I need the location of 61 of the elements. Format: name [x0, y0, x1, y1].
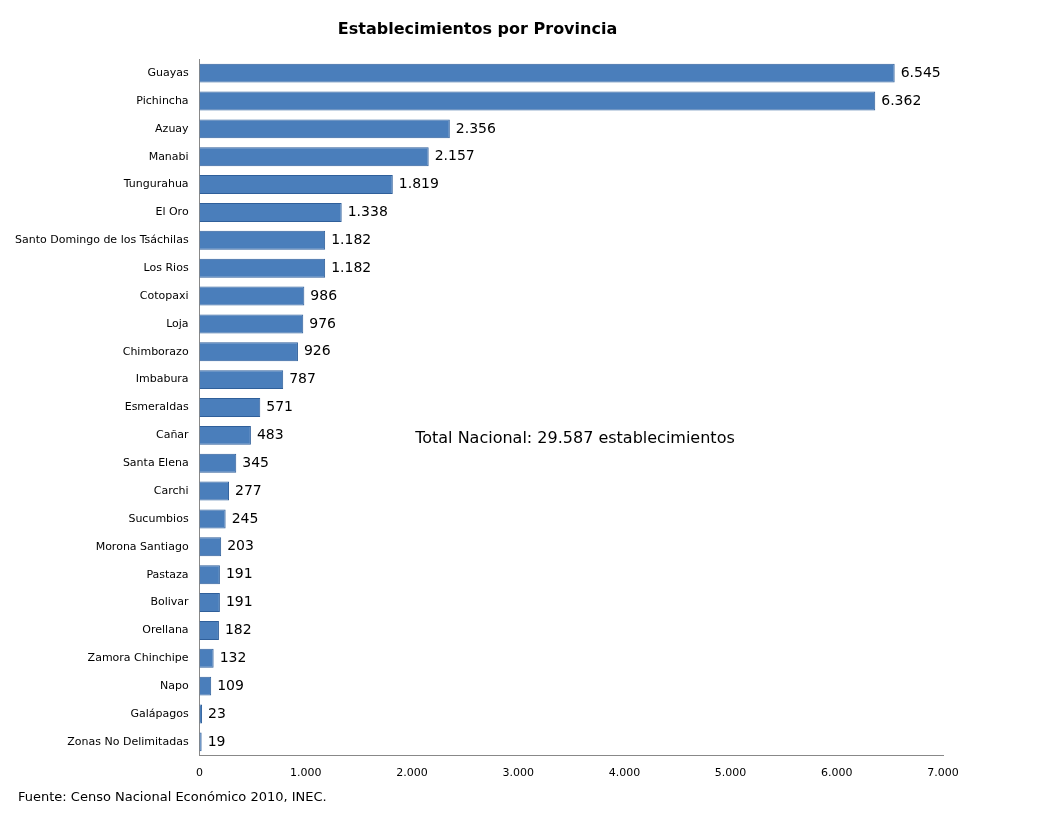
data-label: 571 — [266, 398, 293, 415]
data-label: 191 — [225, 593, 253, 610]
data-label: 1.338 — [347, 203, 388, 220]
x-tick-label: 6.000 — [821, 766, 853, 780]
data-label: 483 — [256, 426, 284, 442]
x-tick-label: 1.000 — [290, 766, 322, 780]
y-tick-label: Zamora Chinchipe — [87, 651, 189, 665]
data-label: 23 — [208, 704, 226, 721]
data-label: 203 — [227, 537, 254, 554]
data-label: 1.819 — [398, 175, 439, 192]
data-label: 19 — [207, 732, 226, 749]
y-tick-label: Azuay — [155, 121, 190, 135]
y-tick-label: Santa Elena — [122, 456, 189, 470]
y-tick-label: Esmeraldas — [124, 400, 189, 414]
y-tick-label: El Oro — [155, 205, 189, 219]
y-tick-label: Cotopaxi — [139, 288, 189, 302]
y-tick-label: Tungurahua — [122, 177, 189, 191]
data-label: 132 — [219, 648, 247, 665]
y-tick-label: Pichincha — [136, 93, 189, 107]
data-label: 182 — [224, 621, 252, 638]
y-tick-label: Napo — [159, 679, 189, 692]
data-label: 986 — [310, 286, 338, 303]
data-label: 245 — [231, 509, 259, 526]
y-tick-label: Morona Santiago — [95, 539, 189, 553]
y-tick-label: Bolivar — [150, 595, 190, 609]
y-tick-label: Guayas — [147, 65, 189, 79]
data-label: 277 — [235, 481, 262, 498]
x-tick-label: 4.000 — [608, 766, 641, 780]
y-tick-label: Sucumbios — [128, 511, 189, 525]
y-tick-label: Santo Domingo de los Tsáchilas — [15, 233, 189, 247]
x-tick-label: 2.000 — [396, 766, 428, 780]
y-tick-label: Imbabura — [135, 372, 189, 386]
y-tick-label: Manabi — [148, 149, 189, 163]
y-tick-label: Orellana — [142, 623, 189, 637]
data-label: 1.182 — [331, 258, 372, 275]
data-label: 109 — [217, 676, 244, 693]
x-tick-label: 3.000 — [502, 766, 534, 780]
annotation: Total Nacional: 29.587 establecimientos — [414, 428, 735, 447]
y-tick-label: Loja — [166, 316, 189, 330]
data-label: 345 — [242, 453, 269, 470]
y-tick-label: Cañar — [155, 428, 190, 442]
x-tick-label: 0 — [196, 766, 204, 780]
data-label: 191 — [225, 565, 253, 582]
data-label: 1.182 — [331, 230, 372, 247]
x-tick-label: 5.000 — [714, 766, 747, 780]
x-tick-label: 7.000 — [927, 766, 959, 780]
y-tick-label: Galápagos — [130, 706, 189, 720]
data-label: 6.362 — [881, 91, 922, 108]
source-note: Fuente: Censo Nacional Económico 2010, INEC. — [18, 789, 328, 804]
y-tick-label: Zonas No Delimitadas — [67, 734, 189, 748]
data-label: 2.157 — [434, 147, 475, 164]
y-tick-label: Pastaza — [146, 567, 189, 581]
data-label: 976 — [309, 314, 337, 331]
y-tick-label: Los Rios — [143, 261, 189, 275]
data-label: 6.545 — [900, 63, 941, 80]
y-tick-label: Carchi — [153, 483, 189, 497]
data-label: 787 — [289, 370, 316, 387]
chart-title: Establecimientos por Provincia — [337, 18, 618, 38]
data-label: 2.356 — [455, 119, 496, 136]
data-label: 926 — [303, 342, 331, 359]
y-tick-label: Chimborazo — [122, 344, 189, 358]
